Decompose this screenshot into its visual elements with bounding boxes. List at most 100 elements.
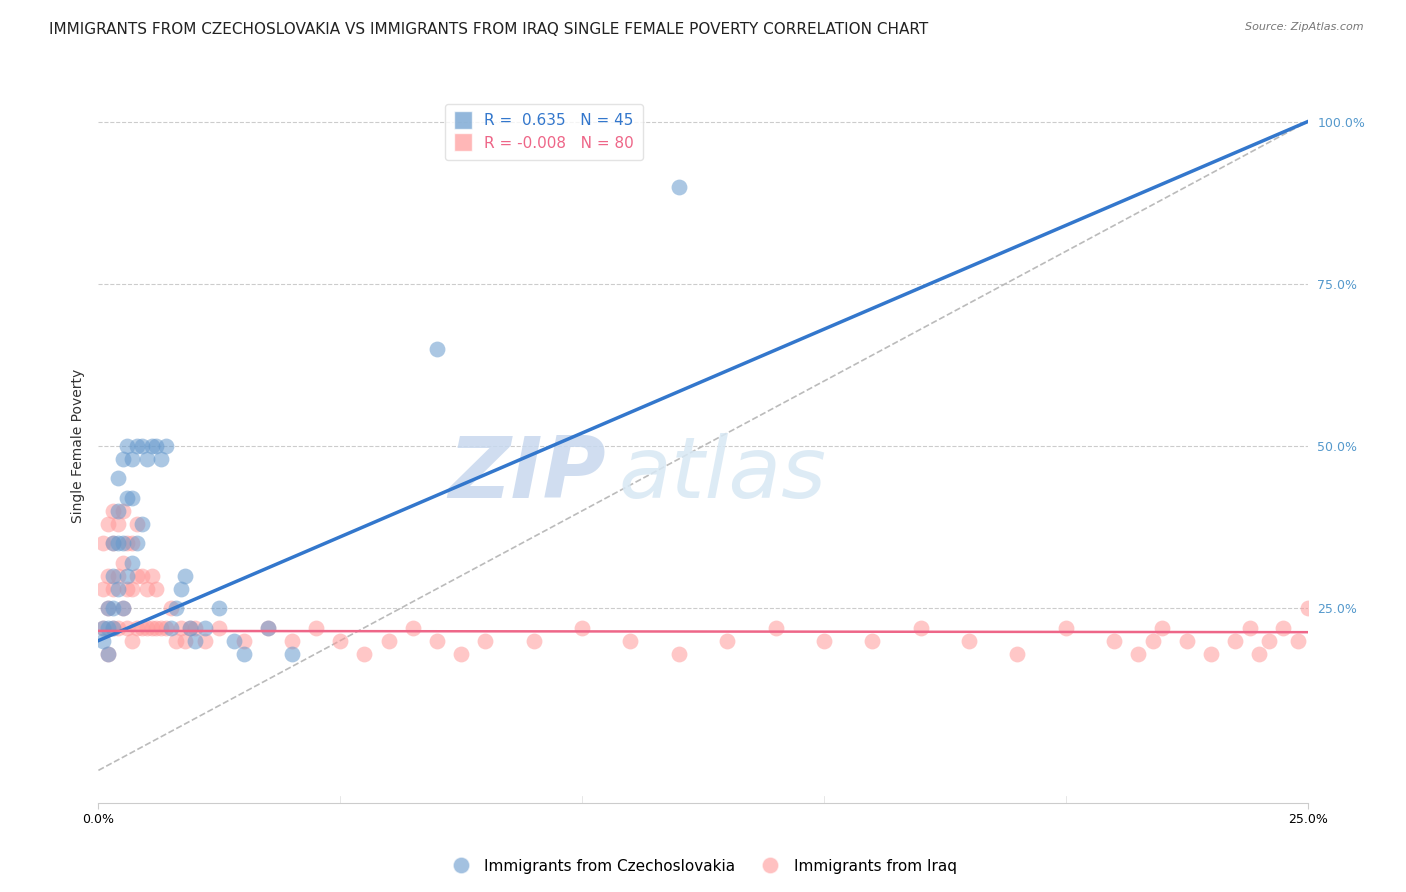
- Point: [91, 621, 114, 635]
- Point: [117, 621, 139, 635]
- Point: [910, 621, 932, 635]
- Point: [426, 633, 449, 648]
- Point: [1152, 621, 1174, 635]
- Point: [121, 491, 143, 505]
- Point: [111, 601, 134, 615]
- Point: [281, 647, 304, 661]
- Point: [1007, 647, 1029, 661]
- Point: [117, 568, 139, 582]
- Legend: R =  0.635   N = 45, R = -0.008   N = 80: R = 0.635 N = 45, R = -0.008 N = 80: [444, 104, 644, 160]
- Point: [111, 556, 134, 570]
- Point: [716, 633, 738, 648]
- Point: [232, 647, 254, 661]
- Point: [127, 536, 149, 550]
- Point: [141, 621, 163, 635]
- Legend: Immigrants from Czechoslovakia, Immigrants from Iraq: Immigrants from Czechoslovakia, Immigran…: [443, 853, 963, 880]
- Point: [111, 504, 134, 518]
- Point: [111, 452, 134, 467]
- Point: [1239, 621, 1261, 635]
- Point: [1128, 647, 1150, 661]
- Point: [256, 621, 278, 635]
- Point: [97, 568, 120, 582]
- Point: [131, 568, 153, 582]
- Point: [121, 582, 143, 596]
- Point: [101, 582, 124, 596]
- Point: [131, 621, 153, 635]
- Point: [131, 439, 153, 453]
- Point: [101, 536, 124, 550]
- Point: [107, 536, 129, 550]
- Point: [107, 621, 129, 635]
- Point: [208, 601, 231, 615]
- Point: [256, 621, 278, 635]
- Point: [91, 633, 114, 648]
- Point: [169, 621, 191, 635]
- Point: [97, 621, 120, 635]
- Point: [150, 452, 173, 467]
- Point: [1272, 621, 1295, 635]
- Point: [160, 601, 183, 615]
- Y-axis label: Single Female Poverty: Single Female Poverty: [70, 369, 84, 523]
- Point: [1223, 633, 1246, 648]
- Point: [571, 621, 593, 635]
- Point: [426, 342, 449, 356]
- Point: [127, 568, 149, 582]
- Text: IMMIGRANTS FROM CZECHOSLOVAKIA VS IMMIGRANTS FROM IRAQ SINGLE FEMALE POVERTY COR: IMMIGRANTS FROM CZECHOSLOVAKIA VS IMMIGR…: [49, 22, 928, 37]
- Point: [145, 582, 167, 596]
- Point: [107, 471, 129, 485]
- Point: [1249, 647, 1271, 661]
- Point: [353, 647, 375, 661]
- Point: [131, 516, 153, 531]
- Point: [377, 633, 399, 648]
- Point: [165, 633, 187, 648]
- Point: [1257, 633, 1279, 648]
- Point: [121, 633, 143, 648]
- Point: [619, 633, 641, 648]
- Point: [184, 621, 207, 635]
- Point: [402, 621, 425, 635]
- Point: [141, 568, 163, 582]
- Point: [141, 439, 163, 453]
- Point: [1102, 633, 1125, 648]
- Point: [91, 621, 114, 635]
- Point: [127, 439, 149, 453]
- Point: [117, 582, 139, 596]
- Point: [145, 439, 167, 453]
- Point: [155, 439, 177, 453]
- Point: [450, 647, 472, 661]
- Point: [474, 633, 496, 648]
- Text: Source: ZipAtlas.com: Source: ZipAtlas.com: [1246, 22, 1364, 32]
- Point: [121, 452, 143, 467]
- Point: [184, 633, 207, 648]
- Point: [101, 621, 124, 635]
- Point: [135, 621, 157, 635]
- Point: [155, 621, 177, 635]
- Point: [97, 601, 120, 615]
- Point: [329, 633, 352, 648]
- Point: [208, 621, 231, 635]
- Point: [1175, 633, 1198, 648]
- Point: [169, 582, 191, 596]
- Point: [1286, 633, 1309, 648]
- Point: [101, 536, 124, 550]
- Point: [97, 516, 120, 531]
- Point: [101, 504, 124, 518]
- Point: [150, 621, 173, 635]
- Point: [305, 621, 328, 635]
- Point: [145, 621, 167, 635]
- Point: [107, 582, 129, 596]
- Point: [179, 621, 201, 635]
- Point: [174, 568, 197, 582]
- Point: [1296, 601, 1319, 615]
- Point: [1054, 621, 1077, 635]
- Point: [194, 621, 217, 635]
- Point: [127, 621, 149, 635]
- Point: [97, 647, 120, 661]
- Point: [135, 452, 157, 467]
- Point: [111, 601, 134, 615]
- Point: [179, 621, 201, 635]
- Point: [91, 582, 114, 596]
- Point: [813, 633, 835, 648]
- Point: [957, 633, 980, 648]
- Point: [101, 601, 124, 615]
